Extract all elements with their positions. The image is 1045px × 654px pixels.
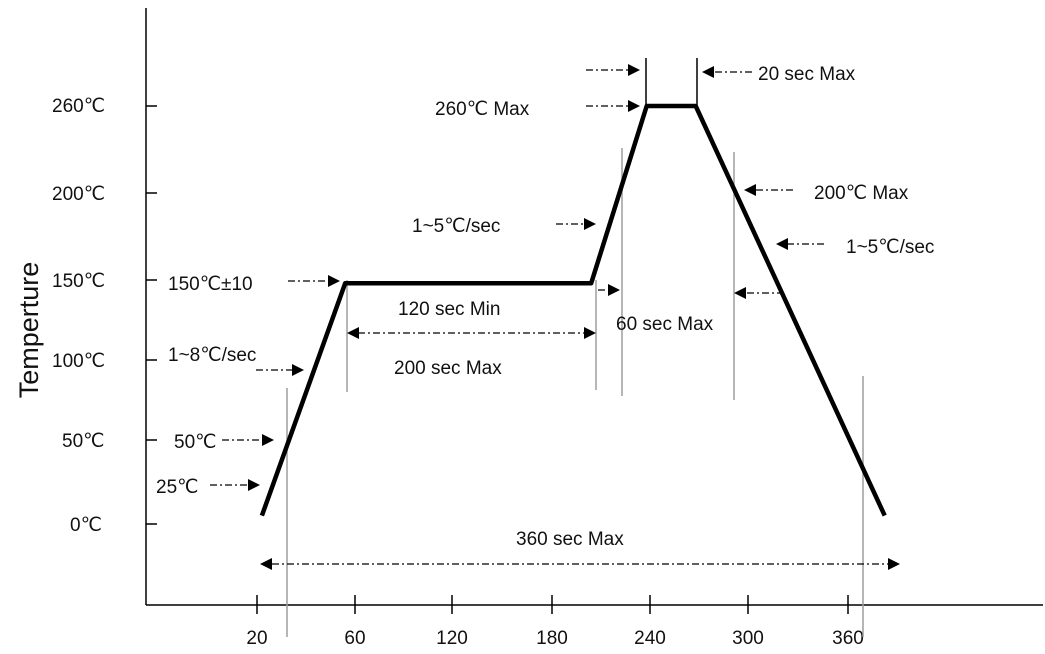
x-tick-label-240: 240 (634, 628, 666, 649)
x-tick-label-120: 120 (436, 628, 468, 649)
y-tick-label-200: 200℃ (52, 184, 105, 205)
arrowhead (628, 100, 640, 112)
y-tick-150: 150℃ (52, 271, 157, 292)
x-tick-label-180: 180 (536, 628, 568, 649)
label-soak-max: 200 sec Max (394, 358, 502, 379)
x-tick-label-300: 300 (732, 628, 764, 649)
y-tick-label-100: 100℃ (52, 351, 105, 372)
x-tick-180: 180 (536, 595, 568, 649)
x-tick-label-360: 360 (832, 628, 864, 649)
x-tick-360: 360 (832, 595, 864, 649)
y-tick-260: 260℃ (52, 96, 157, 117)
label-soak-min: 120 sec Min (398, 299, 500, 320)
x-tick-300: 300 (732, 595, 764, 649)
y-tick-0: 0℃ (70, 515, 157, 536)
x-tick-20: 20 (246, 595, 268, 649)
label-ramp-rate: 1~5℃/sec (412, 216, 500, 237)
label-liquidus: 60 sec Max (616, 314, 714, 335)
y-tick-label-260: 260℃ (52, 96, 105, 117)
x-tick-240: 240 (634, 595, 666, 649)
arrowhead (347, 327, 359, 339)
arrowhead (292, 364, 304, 376)
arrowhead (702, 66, 714, 78)
arrowhead (328, 275, 340, 287)
y-tick-label-150: 150℃ (52, 271, 105, 292)
y-tick-100: 100℃ (52, 351, 157, 372)
label-preheat-rate: 1~8℃/sec (168, 345, 256, 366)
arrowhead (888, 558, 900, 570)
arrowhead (776, 238, 788, 250)
y-tick-200: 200℃ (52, 184, 157, 205)
label-total-time: 360 sec Max (516, 529, 624, 550)
arrowhead (608, 284, 620, 296)
x-tick-120: 120 (436, 595, 468, 649)
annotation-arrows (210, 69, 888, 565)
x-tick-label-60: 60 (344, 628, 365, 649)
x-tick-label-20: 20 (246, 628, 267, 649)
label-cool-start: 200℃ Max (814, 183, 909, 204)
arrowhead (628, 64, 640, 76)
arrowhead (584, 218, 596, 230)
y-axis-label: Temperture (14, 262, 44, 399)
arrowheads (248, 64, 900, 570)
label-peak-time: 20 sec Max (758, 64, 856, 85)
y-tick-label-50: 50℃ (62, 431, 104, 452)
arrowhead (262, 434, 274, 446)
arrowhead (744, 184, 756, 196)
y-tick-50: 50℃ (62, 431, 157, 452)
label-peak-max: 260℃ Max (435, 99, 530, 120)
series-line (259, 103, 887, 517)
x-tick-60: 60 (344, 595, 366, 649)
arrowhead (734, 287, 746, 299)
label-cool-rate: 1~5℃/sec (846, 237, 934, 258)
arrowhead (248, 479, 260, 491)
label-start-25: 25℃ (156, 477, 198, 498)
arrowhead (260, 558, 272, 570)
label-soak-temp: 150℃±10 (168, 274, 253, 295)
arrowhead (584, 327, 596, 339)
y-tick-label-0: 0℃ (70, 515, 102, 536)
label-start-50: 50℃ (174, 432, 216, 453)
